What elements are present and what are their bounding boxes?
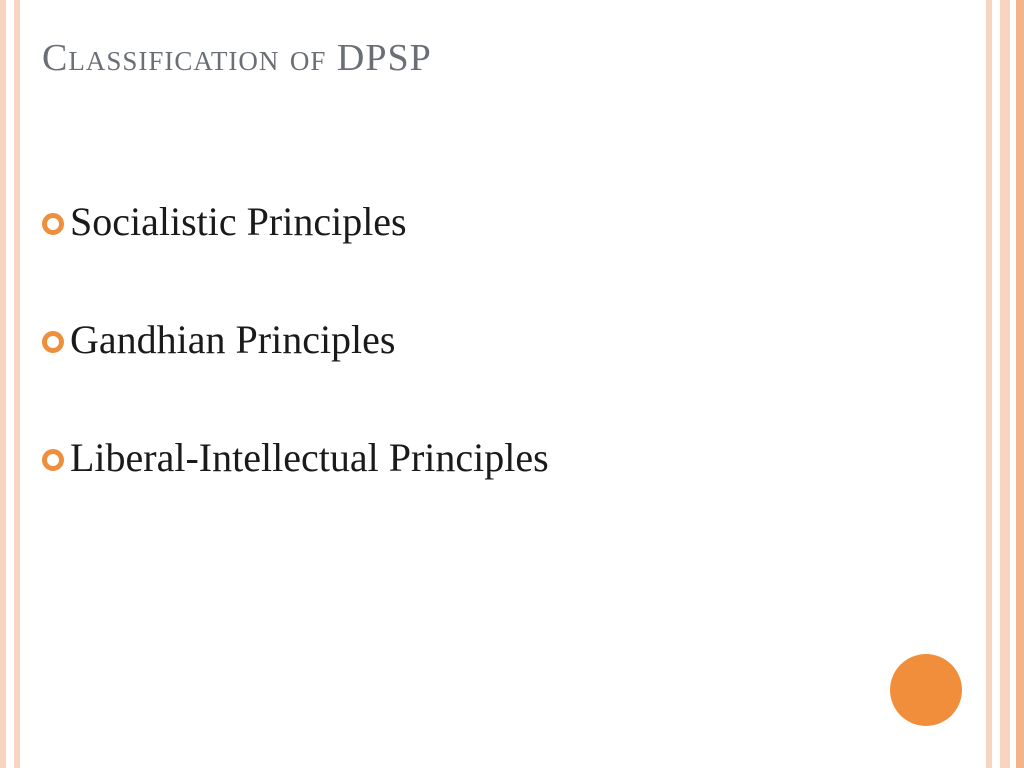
list-item: Gandhian Principles <box>42 318 964 362</box>
slide-content: Classification of DPSP Socialistic Princ… <box>42 36 964 748</box>
bullet-list: Socialistic Principles Gandhian Principl… <box>42 200 964 480</box>
list-item: Socialistic Principles <box>42 200 964 244</box>
ring-bullet-icon <box>42 213 64 235</box>
slide-title: Classification of DPSP <box>42 36 964 80</box>
list-item-label: Gandhian Principles <box>70 318 396 362</box>
ring-bullet-icon <box>42 331 64 353</box>
list-item-label: Liberal-Intellectual Principles <box>70 436 549 480</box>
right-border-3 <box>1000 0 1010 768</box>
left-border-inner <box>14 0 20 768</box>
left-border-gap <box>6 0 14 768</box>
right-border-1 <box>1016 0 1024 768</box>
right-border-4 <box>992 0 1000 768</box>
right-border-5 <box>986 0 992 768</box>
list-item-label: Socialistic Principles <box>70 200 407 244</box>
list-item: Liberal-Intellectual Principles <box>42 436 964 480</box>
ring-bullet-icon <box>42 449 64 471</box>
decorative-circle-icon <box>890 654 962 726</box>
right-border-2 <box>1010 0 1016 768</box>
